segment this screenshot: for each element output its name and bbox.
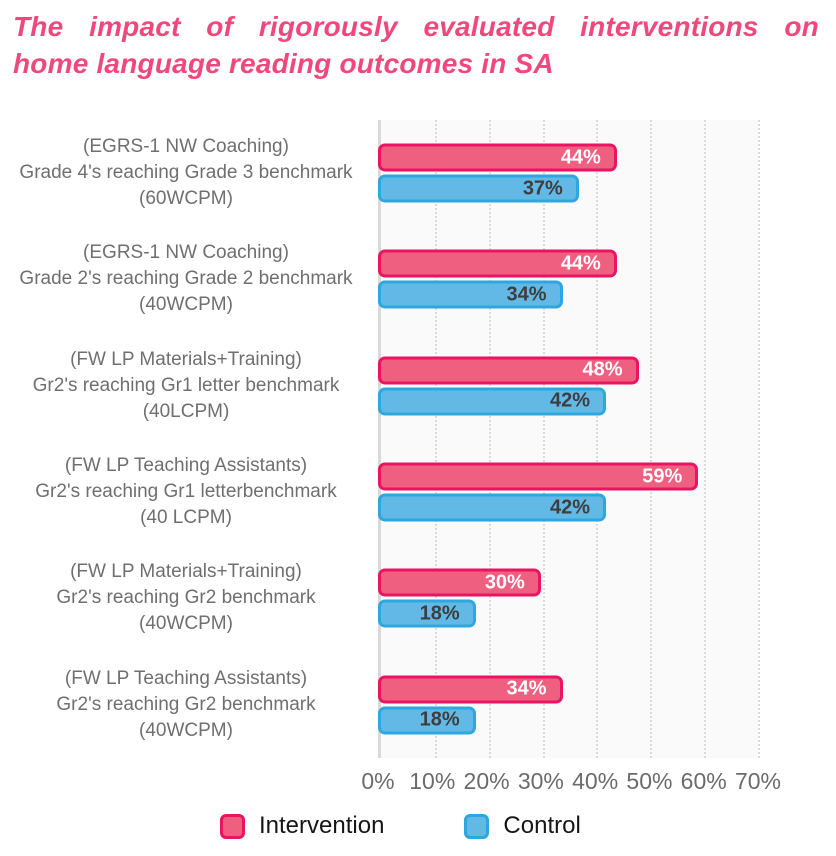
gridline-20%: [488, 120, 491, 758]
category-label-line: (40LCPM): [142, 400, 230, 422]
x-tick-label: 20%: [463, 768, 510, 794]
intervention-bar: 34%: [378, 675, 563, 704]
x-tick-label: 0%: [361, 768, 395, 794]
bar-chart: (EGRS-1 NW Coaching) Grade 4's reaching G…: [0, 120, 836, 800]
title-word: on: [784, 11, 819, 42]
x-tick-label: 10%: [409, 768, 456, 794]
bar-pair: 59% 42%: [378, 462, 758, 522]
title-word: The: [13, 11, 64, 42]
chart-row: (FW LP Materials+Training) Gr2's reaching…: [0, 545, 836, 651]
category-label-line: Gr2's reaching Gr2 benchmark: [56, 587, 316, 609]
title-word: impact: [89, 11, 181, 42]
intervention-bar: 59%: [378, 462, 699, 491]
x-tick-label: 30%: [517, 768, 564, 794]
bar-pair: 44% 37%: [378, 143, 758, 203]
category-label-line: (EGRS-1 NW Coaching): [83, 242, 289, 264]
chart-row: (FW LP Materials+Training) Gr2's reaching…: [0, 333, 836, 439]
category-label: (EGRS-1 NW Coaching) Grade 2's reaching G…: [0, 240, 372, 318]
category-label: (FW LP Teaching Assistants) Gr2's reachin…: [0, 453, 372, 531]
gridline-60%: [704, 120, 707, 758]
category-label-line: (EGRS-1 NW Coaching): [83, 136, 289, 158]
category-label-line: Grade 4's reaching Grade 3 benchmark: [19, 162, 353, 184]
category-label: (FW LP Teaching Assistants) Gr2's reachin…: [0, 666, 372, 744]
category-label-line: (FW LP Materials+Training): [70, 561, 302, 583]
intervention-bar: 48%: [378, 356, 639, 385]
intervention-bar: 44%: [378, 249, 617, 278]
category-label-line: (FW LP Teaching Assistants): [64, 667, 308, 689]
title-word: interventions: [580, 11, 759, 42]
control-swatch-icon: [464, 813, 490, 839]
category-label-line: (60WCPM): [139, 188, 233, 210]
chart-title: The impact of rigorously evaluated interventi…: [13, 8, 819, 82]
category-label: (FW LP Materials+Training) Gr2's reaching…: [0, 347, 372, 425]
gridline-40%: [596, 120, 599, 758]
legend-item-intervention: Intervention: [220, 812, 384, 840]
title-word: evaluated: [423, 11, 555, 42]
title-word: rigorously: [258, 11, 398, 42]
control-bar: 42%: [378, 387, 606, 416]
chart-row: (EGRS-1 NW Coaching) Grade 2's reaching G…: [0, 226, 836, 332]
legend-label: Control: [503, 812, 581, 839]
x-axis: 0% 10% 20% 30% 40% 50% 60% 70%: [361, 758, 781, 798]
x-tick-label: 60%: [680, 768, 727, 794]
bar-pair: 44% 34%: [378, 249, 758, 309]
intervention-bar: 44%: [378, 143, 617, 172]
gridline-70%: [758, 120, 760, 758]
chart-row: (FW LP Teaching Assistants) Gr2's reachin…: [0, 439, 836, 545]
bar-pair: 30% 18%: [378, 568, 758, 628]
chart-title-line-1: The impact of rigorously evaluated interventi…: [13, 8, 819, 45]
bar-pair: 48% 42%: [378, 356, 758, 416]
x-tick-label: 50%: [626, 768, 673, 794]
chart-row: (FW LP Teaching Assistants) Gr2's reachin…: [0, 652, 836, 758]
title-word: of: [206, 11, 234, 42]
category-label-line: Gr2's reaching Gr2 benchmark: [56, 693, 316, 715]
category-label-line: (40WCPM): [139, 719, 233, 741]
intervention-swatch-icon: [220, 813, 245, 839]
category-label-line: (FW LP Teaching Assistants): [64, 455, 308, 477]
control-bar: 18%: [378, 706, 476, 735]
legend-label: Intervention: [259, 812, 385, 839]
category-label-line: Gr2's reaching Gr1 letter benchmark: [32, 374, 340, 396]
category-label-line: (FW LP Materials+Training): [70, 348, 302, 370]
chart-title-line-2: home language reading outcomes in SA: [13, 48, 554, 79]
legend: Intervention Control: [220, 812, 581, 840]
bar-rows: (EGRS-1 NW Coaching) Grade 4's reaching G…: [0, 120, 836, 758]
category-label: (FW LP Materials+Training) Gr2's reaching…: [0, 559, 372, 637]
category-label-line: (40 LCPM): [140, 507, 232, 529]
gridline-50%: [650, 120, 653, 758]
control-bar: 42%: [378, 493, 606, 522]
control-bar: 37%: [378, 174, 579, 203]
legend-item-control: Control: [464, 812, 581, 840]
chart-row: (EGRS-1 NW Coaching) Grade 4's reaching G…: [0, 120, 836, 226]
category-label-line: Grade 2's reaching Grade 2 benchmark: [19, 268, 353, 290]
bar-pair: 34% 18%: [378, 675, 758, 735]
control-bar: 34%: [378, 280, 563, 309]
gridline-30%: [542, 120, 545, 758]
gridline-10%: [434, 120, 437, 758]
control-bar: 18%: [378, 599, 476, 628]
x-tick-label: 70%: [734, 768, 782, 794]
category-label-line: (40WCPM): [139, 613, 233, 635]
category-label-line: Gr2's reaching Gr1 letterbenchmark: [35, 481, 337, 503]
category-label-line: (40WCPM): [139, 294, 233, 316]
intervention-bar: 30%: [378, 568, 541, 597]
x-tick-label: 40%: [572, 768, 619, 794]
category-label: (EGRS-1 NW Coaching) Grade 4's reaching G…: [0, 134, 372, 212]
plot-area: [378, 120, 760, 758]
